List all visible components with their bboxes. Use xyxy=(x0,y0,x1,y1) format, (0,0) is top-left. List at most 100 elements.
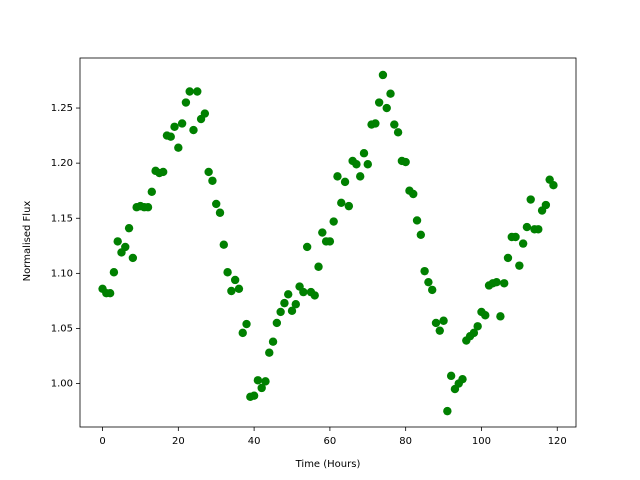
point xyxy=(109,268,119,277)
point xyxy=(401,157,410,167)
point xyxy=(420,266,429,276)
point xyxy=(325,237,335,246)
point xyxy=(435,326,444,335)
point xyxy=(534,225,543,234)
point xyxy=(204,167,213,177)
point xyxy=(272,318,282,328)
point xyxy=(337,198,346,208)
point xyxy=(446,371,456,381)
y-tick-label: 1.25 xyxy=(51,103,73,114)
point xyxy=(390,120,399,129)
point xyxy=(431,318,441,328)
point xyxy=(333,172,342,181)
point xyxy=(496,312,505,321)
x-tick-label: 80 xyxy=(399,436,412,447)
point xyxy=(492,277,501,287)
point xyxy=(158,167,168,177)
point xyxy=(473,322,482,331)
point xyxy=(416,230,426,239)
point xyxy=(522,222,532,232)
point xyxy=(124,223,134,233)
point xyxy=(352,160,361,169)
point xyxy=(443,406,452,416)
point xyxy=(189,125,198,135)
point xyxy=(268,337,278,346)
x-tick-label: 20 xyxy=(172,436,185,447)
point xyxy=(166,132,175,141)
point xyxy=(318,228,327,237)
point xyxy=(147,187,157,197)
point xyxy=(215,208,225,217)
point xyxy=(329,217,338,226)
point xyxy=(177,119,187,128)
point xyxy=(287,306,297,316)
point xyxy=(238,328,247,338)
point xyxy=(121,242,130,252)
point xyxy=(230,275,240,285)
y-tick-label: 1.05 xyxy=(51,323,73,334)
point xyxy=(265,348,274,357)
point xyxy=(291,300,300,309)
point xyxy=(511,232,520,242)
point xyxy=(499,279,509,288)
point xyxy=(299,287,308,297)
x-tick-label: 120 xyxy=(548,436,567,447)
point xyxy=(242,319,251,329)
point xyxy=(439,316,448,325)
point xyxy=(526,195,535,204)
point xyxy=(174,143,183,152)
point xyxy=(409,189,418,199)
point xyxy=(378,70,388,80)
point xyxy=(340,177,350,187)
y-axis-label: Normalised Flux xyxy=(22,201,33,282)
axes-frame xyxy=(79,57,577,428)
point xyxy=(481,311,490,320)
point xyxy=(302,242,312,252)
x-tick-label: 60 xyxy=(324,436,337,447)
point xyxy=(280,298,289,308)
point xyxy=(223,268,232,277)
point xyxy=(170,122,179,131)
point xyxy=(503,253,513,263)
point xyxy=(257,383,266,393)
point xyxy=(374,98,384,107)
point xyxy=(428,285,437,295)
point xyxy=(424,277,433,287)
point xyxy=(458,374,467,384)
point xyxy=(310,291,319,300)
point xyxy=(143,203,153,212)
point xyxy=(515,261,524,270)
y-tick-label: 1.10 xyxy=(51,268,73,279)
point xyxy=(469,328,479,338)
point xyxy=(249,391,259,400)
x-tick-label: 0 xyxy=(99,436,105,447)
point xyxy=(253,376,263,385)
point xyxy=(128,253,138,263)
point xyxy=(356,172,365,181)
point xyxy=(185,87,194,96)
point xyxy=(208,176,217,185)
x-tick-label: 40 xyxy=(248,436,261,447)
point xyxy=(227,286,236,296)
x-tick-label: 100 xyxy=(472,436,491,447)
point xyxy=(113,237,122,246)
point xyxy=(393,128,403,137)
point xyxy=(193,87,202,96)
point xyxy=(412,216,422,225)
point xyxy=(386,89,395,98)
point xyxy=(382,103,391,113)
point xyxy=(105,288,115,298)
y-tick-label: 1.15 xyxy=(51,213,73,224)
point xyxy=(212,199,221,209)
point xyxy=(344,201,354,211)
point xyxy=(181,98,191,107)
point xyxy=(363,160,372,169)
point xyxy=(371,119,380,128)
point xyxy=(541,200,551,210)
point xyxy=(359,149,369,158)
y-tick-label: 1.20 xyxy=(51,158,73,169)
point xyxy=(261,377,270,386)
x-axis-label: Time (Hours) xyxy=(295,459,361,470)
